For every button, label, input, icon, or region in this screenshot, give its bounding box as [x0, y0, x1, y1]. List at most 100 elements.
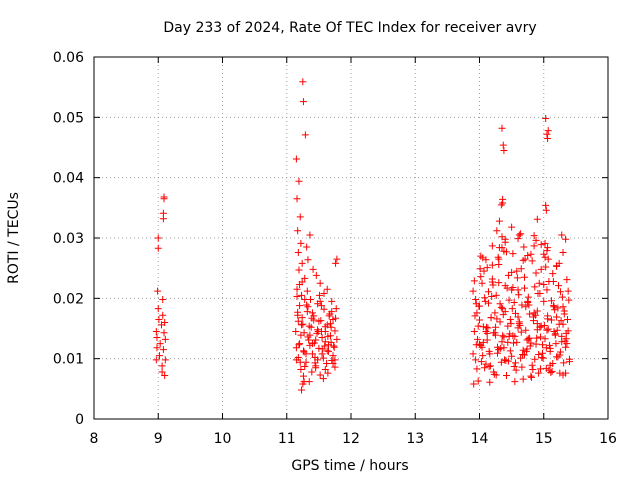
- data-point: [546, 347, 554, 355]
- data-point: [539, 354, 547, 362]
- data-point: [499, 311, 507, 319]
- data-point: [519, 256, 527, 264]
- data-point: [511, 359, 519, 367]
- data-point: [155, 315, 163, 323]
- data-point: [477, 252, 485, 260]
- data-point: [296, 213, 304, 221]
- data-point: [508, 305, 516, 313]
- data-point: [308, 309, 316, 317]
- data-point: [480, 267, 488, 275]
- data-point: [304, 333, 312, 341]
- data-point: [299, 347, 307, 355]
- data-point: [517, 265, 525, 273]
- data-point: [548, 367, 556, 375]
- data-point: [532, 269, 540, 277]
- data-point: [507, 320, 515, 328]
- data-point: [556, 348, 564, 356]
- grid-lines: [94, 57, 608, 419]
- x-axis: 8 9 10 11 12 13 14 15 16: [90, 57, 617, 447]
- data-point: [524, 335, 532, 343]
- data-point: [485, 347, 493, 355]
- data-point: [542, 344, 550, 352]
- data-point: [514, 324, 522, 332]
- data-point: [511, 309, 519, 317]
- data-point: [328, 308, 336, 316]
- data-point: [549, 277, 557, 285]
- data-point: [306, 331, 314, 339]
- data-point: [503, 284, 511, 292]
- data-point: [550, 328, 558, 336]
- data-point: [563, 276, 571, 284]
- data-point: [524, 251, 532, 259]
- data-point: [544, 325, 552, 333]
- data-point: [526, 310, 534, 318]
- data-point: [533, 307, 541, 315]
- data-point: [315, 317, 323, 325]
- data-point: [486, 362, 494, 370]
- data-point: [499, 332, 507, 340]
- data-point: [520, 351, 528, 359]
- data-point: [549, 302, 557, 310]
- data-point: [156, 340, 164, 348]
- data-point: [527, 250, 535, 258]
- data-point: [504, 357, 512, 365]
- data-point: [323, 359, 331, 367]
- data-point: [509, 332, 517, 340]
- data-point: [472, 356, 480, 364]
- data-point: [319, 375, 327, 383]
- data-point: [158, 368, 166, 376]
- data-point: [161, 356, 169, 364]
- data-point: [328, 356, 336, 364]
- x-tick-label: 9: [154, 431, 163, 447]
- data-point: [541, 253, 549, 261]
- data-point: [481, 297, 489, 305]
- data-point: [473, 365, 481, 373]
- data-point: [540, 250, 548, 258]
- data-point: [324, 332, 332, 340]
- data-point: [497, 201, 505, 209]
- data-point: [297, 239, 305, 247]
- data-point: [481, 364, 489, 372]
- data-point: [472, 296, 480, 304]
- data-point: [294, 227, 302, 235]
- data-point: [515, 318, 523, 326]
- data-point: [558, 231, 566, 239]
- data-point: [303, 308, 311, 316]
- data-point: [528, 257, 536, 265]
- data-point: [543, 130, 551, 138]
- data-point: [159, 209, 167, 217]
- data-point: [530, 232, 538, 240]
- data-point: [483, 329, 491, 337]
- data-point: [477, 273, 485, 281]
- y-tick-label: 0.01: [53, 352, 84, 368]
- data-point: [547, 297, 555, 305]
- data-point: [500, 333, 508, 341]
- data-point: [520, 243, 528, 251]
- data-point: [502, 372, 510, 380]
- data-point: [495, 217, 503, 225]
- data-point: [543, 326, 551, 334]
- data-point: [320, 305, 328, 313]
- data-point: [547, 316, 555, 324]
- data-point: [161, 335, 169, 343]
- data-point: [518, 301, 526, 309]
- data-point: [564, 287, 572, 295]
- data-point: [508, 352, 516, 360]
- data-point: [308, 314, 316, 322]
- data-point: [530, 242, 538, 250]
- data-point: [523, 336, 531, 344]
- data-point: [324, 369, 332, 377]
- data-point: [504, 338, 512, 346]
- data-point: [476, 340, 483, 348]
- data-point: [320, 290, 328, 298]
- data-point: [519, 346, 527, 354]
- data-point: [154, 287, 162, 295]
- data-point: [298, 291, 306, 299]
- data-point: [474, 322, 482, 330]
- data-point: [510, 339, 518, 347]
- data-point: [488, 275, 496, 283]
- data-point: [294, 317, 302, 325]
- data-point: [304, 303, 312, 311]
- data-point: [301, 131, 309, 139]
- data-point: [557, 317, 565, 325]
